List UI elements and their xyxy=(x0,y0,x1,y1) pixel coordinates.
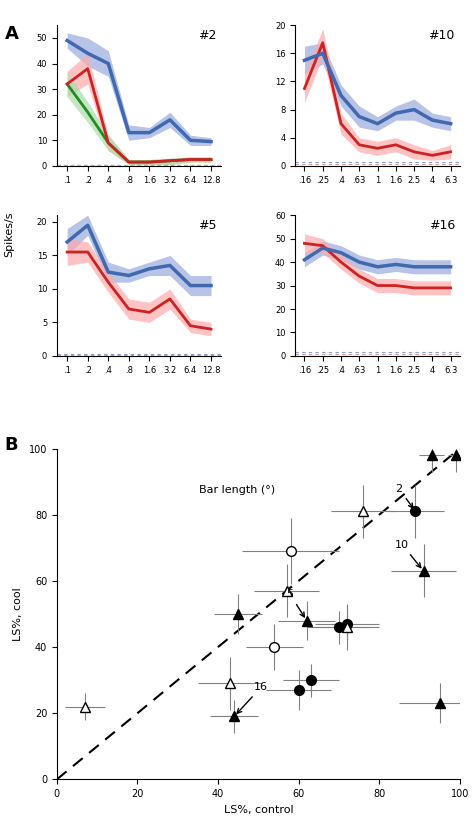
Text: 10: 10 xyxy=(395,540,421,567)
Text: #10: #10 xyxy=(428,29,455,43)
Text: Spikes/s: Spikes/s xyxy=(4,212,15,257)
Text: Bar length (°): Bar length (°) xyxy=(199,485,275,495)
Text: #16: #16 xyxy=(428,220,455,232)
Text: 16: 16 xyxy=(237,682,268,713)
Y-axis label: LS%, cool: LS%, cool xyxy=(13,587,23,641)
Text: A: A xyxy=(5,25,18,43)
Text: B: B xyxy=(5,436,18,453)
Text: #5: #5 xyxy=(198,220,217,232)
Text: 5: 5 xyxy=(286,589,304,617)
Text: #2: #2 xyxy=(198,29,217,43)
Text: 2: 2 xyxy=(395,484,413,508)
X-axis label: LS%, control: LS%, control xyxy=(224,804,293,815)
